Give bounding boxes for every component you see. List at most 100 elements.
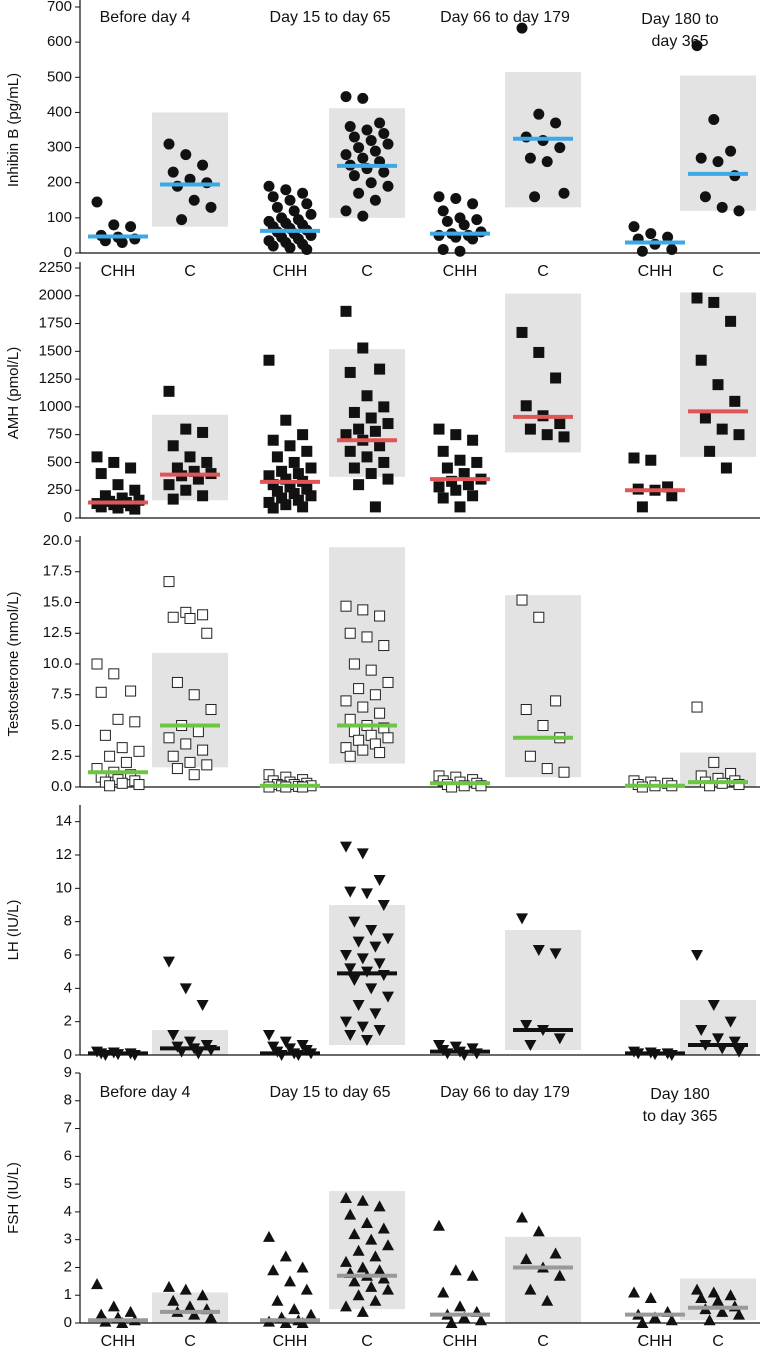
- data-point: [197, 159, 209, 171]
- data-point: [645, 228, 657, 240]
- data-point: [524, 1040, 537, 1051]
- data-point: [180, 484, 192, 496]
- data-point: [369, 941, 382, 953]
- data-point: [728, 1036, 741, 1048]
- data-point: [666, 490, 678, 502]
- data-point: [340, 149, 352, 161]
- data-point: [628, 452, 640, 464]
- data-point: [348, 916, 361, 928]
- data-point: [467, 233, 479, 245]
- data-point: [374, 707, 386, 719]
- data-point: [176, 214, 188, 226]
- data-point: [695, 1292, 708, 1303]
- y-tick-label: 2.5: [51, 747, 72, 764]
- data-point: [116, 777, 128, 789]
- data-point: [471, 456, 483, 468]
- y-tick-label: 2: [64, 1013, 72, 1030]
- data-point: [361, 124, 373, 136]
- data-point: [666, 243, 678, 255]
- data-point: [365, 1233, 378, 1245]
- data-point: [133, 779, 145, 791]
- data-point: [133, 745, 145, 757]
- data-point: [374, 117, 386, 129]
- data-point: [344, 366, 356, 378]
- data-point: [271, 1294, 284, 1306]
- data-point: [95, 1308, 108, 1320]
- data-point: [271, 485, 283, 497]
- data-point: [107, 1300, 120, 1312]
- data-point: [454, 1300, 466, 1312]
- period-label: Day 66 to day 179: [440, 1084, 570, 1101]
- y-tick-label: 17.5: [43, 563, 72, 580]
- data-point: [467, 434, 479, 446]
- y-tick-label: 300: [47, 139, 72, 156]
- data-point: [691, 1283, 703, 1295]
- data-point: [284, 242, 296, 254]
- data-point: [516, 22, 528, 34]
- data-point: [374, 440, 386, 452]
- data-point: [725, 315, 737, 327]
- data-point: [344, 627, 356, 639]
- data-point: [437, 1286, 450, 1298]
- data-point: [297, 501, 309, 513]
- data-point: [356, 1261, 369, 1273]
- data-point: [340, 1300, 352, 1312]
- data-point: [537, 720, 549, 731]
- y-tick-label: 0: [64, 244, 72, 261]
- data-point: [361, 1217, 373, 1228]
- data-point: [520, 704, 532, 716]
- y-tick-label: 6: [64, 1147, 72, 1164]
- data-point: [704, 445, 716, 457]
- data-point: [184, 451, 196, 463]
- data-point: [292, 468, 304, 480]
- data-point: [184, 756, 196, 768]
- data-point: [184, 1036, 196, 1048]
- data-point: [280, 184, 292, 196]
- y-tick-label: 10: [55, 879, 72, 896]
- data-point: [163, 956, 175, 968]
- data-point: [192, 1048, 205, 1060]
- data-point: [344, 1208, 357, 1220]
- y-tick-label: 7.5: [51, 686, 72, 703]
- data-point: [636, 501, 648, 513]
- y-tick-label: 400: [47, 103, 72, 120]
- data-point: [725, 145, 737, 157]
- data-point: [288, 456, 300, 468]
- data-point: [365, 135, 377, 147]
- data-point: [301, 483, 313, 495]
- data-point: [297, 429, 309, 441]
- data-point: [716, 201, 728, 213]
- data-point: [695, 354, 707, 366]
- data-point: [129, 484, 141, 496]
- period-label: Before day 4: [100, 1084, 191, 1101]
- y-tick-label: 2000: [39, 287, 72, 304]
- data-point: [112, 713, 124, 725]
- category-label: C: [537, 263, 549, 280]
- data-point: [636, 1317, 649, 1328]
- category-label: CHH: [273, 1333, 308, 1350]
- y-tick-label: 0: [64, 509, 72, 526]
- period-label: Day 15 to day 65: [270, 9, 391, 26]
- data-point: [433, 1219, 445, 1231]
- data-point: [95, 686, 107, 698]
- data-point: [91, 1278, 103, 1290]
- data-point: [699, 412, 711, 424]
- data-point: [550, 695, 562, 707]
- data-point: [267, 502, 279, 514]
- period-label: to day 365: [643, 1108, 718, 1125]
- range-box: [505, 1236, 581, 1323]
- data-point: [549, 948, 562, 960]
- data-point: [292, 494, 304, 506]
- data-point: [712, 379, 724, 391]
- range-box: [505, 293, 581, 453]
- data-point: [662, 231, 674, 243]
- y-axis-label: Testosterone (nmol/L): [5, 591, 22, 736]
- data-point: [301, 243, 313, 255]
- period-label: day 365: [652, 33, 709, 50]
- y-tick-label: 0.0: [51, 778, 72, 795]
- data-point: [382, 418, 394, 430]
- data-point: [374, 747, 386, 759]
- data-point: [373, 1025, 386, 1036]
- y-tick-label: 5: [64, 1175, 72, 1192]
- y-axis-label: AMH (pmol/L): [5, 347, 22, 440]
